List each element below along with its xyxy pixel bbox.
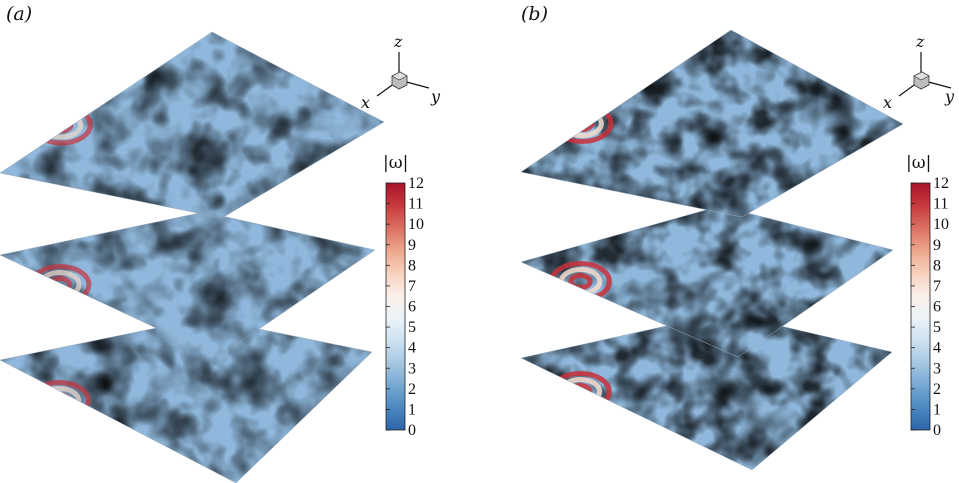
- colorbar-tick-label: 0: [933, 422, 941, 439]
- colorbar-tick-label: 10: [408, 216, 424, 233]
- colorbar-tick-label: 8: [408, 257, 416, 274]
- panel-label-a: (a): [6, 3, 32, 25]
- colorbar-tick-label: 0: [408, 422, 416, 439]
- colorbar-tick-label: 11: [408, 196, 423, 213]
- colorbar-tick-label: 12: [408, 175, 424, 192]
- axis-z-label: z: [393, 32, 403, 51]
- axis-z-label: z: [915, 32, 925, 51]
- colorbar-tick-label: 9: [408, 237, 416, 254]
- slice-top-a: [0, 31, 385, 219]
- colorbar-tick-label: 3: [408, 360, 416, 377]
- colorbar-tick-label: 7: [408, 278, 416, 295]
- axis-triad-a: z x y: [361, 32, 441, 112]
- colorbar-title-a: |ω|: [383, 153, 408, 173]
- colorbar-tick-label: 1: [933, 401, 941, 418]
- slice-middle-b: [520, 205, 894, 358]
- axis-y-label: y: [944, 87, 955, 106]
- colorbar-tick-label: 3: [933, 360, 941, 377]
- axis-x-label: x: [361, 93, 370, 112]
- slice-top-b: [520, 29, 904, 218]
- colorbar-tick-label: 7: [933, 278, 941, 295]
- colorbar-tick-label: 11: [933, 196, 948, 213]
- colorbar-tick-label: 6: [933, 299, 941, 316]
- colorbar-tick-label: 2: [408, 381, 416, 398]
- colorbar-tick-label: 5: [933, 319, 941, 336]
- colorbar-tick-label: 1: [408, 401, 416, 418]
- colorbar-tick-label: 2: [933, 381, 941, 398]
- colorbar-tick-label: 8: [933, 257, 941, 274]
- colorbar-tick-label: 6: [408, 299, 416, 316]
- panel-label-b: (b): [521, 3, 548, 25]
- colorbar-tick-label: 10: [933, 216, 949, 233]
- slice-middle-a: [0, 211, 376, 358]
- colorbar-tick-label: 12: [933, 175, 949, 192]
- colorbar-title-b: |ω|: [906, 153, 931, 173]
- colorbar-tick-label: 4: [933, 340, 941, 357]
- axis-triad-b: z x y: [883, 32, 955, 112]
- slice-bottom-a: [0, 317, 373, 483]
- axis-x-label: x: [883, 93, 892, 112]
- axis-y-label: y: [430, 87, 441, 106]
- colorbar-tick-label: 4: [408, 340, 416, 357]
- colorbar-tick-label: 9: [933, 237, 941, 254]
- colorbar-tick-label: 5: [408, 319, 416, 336]
